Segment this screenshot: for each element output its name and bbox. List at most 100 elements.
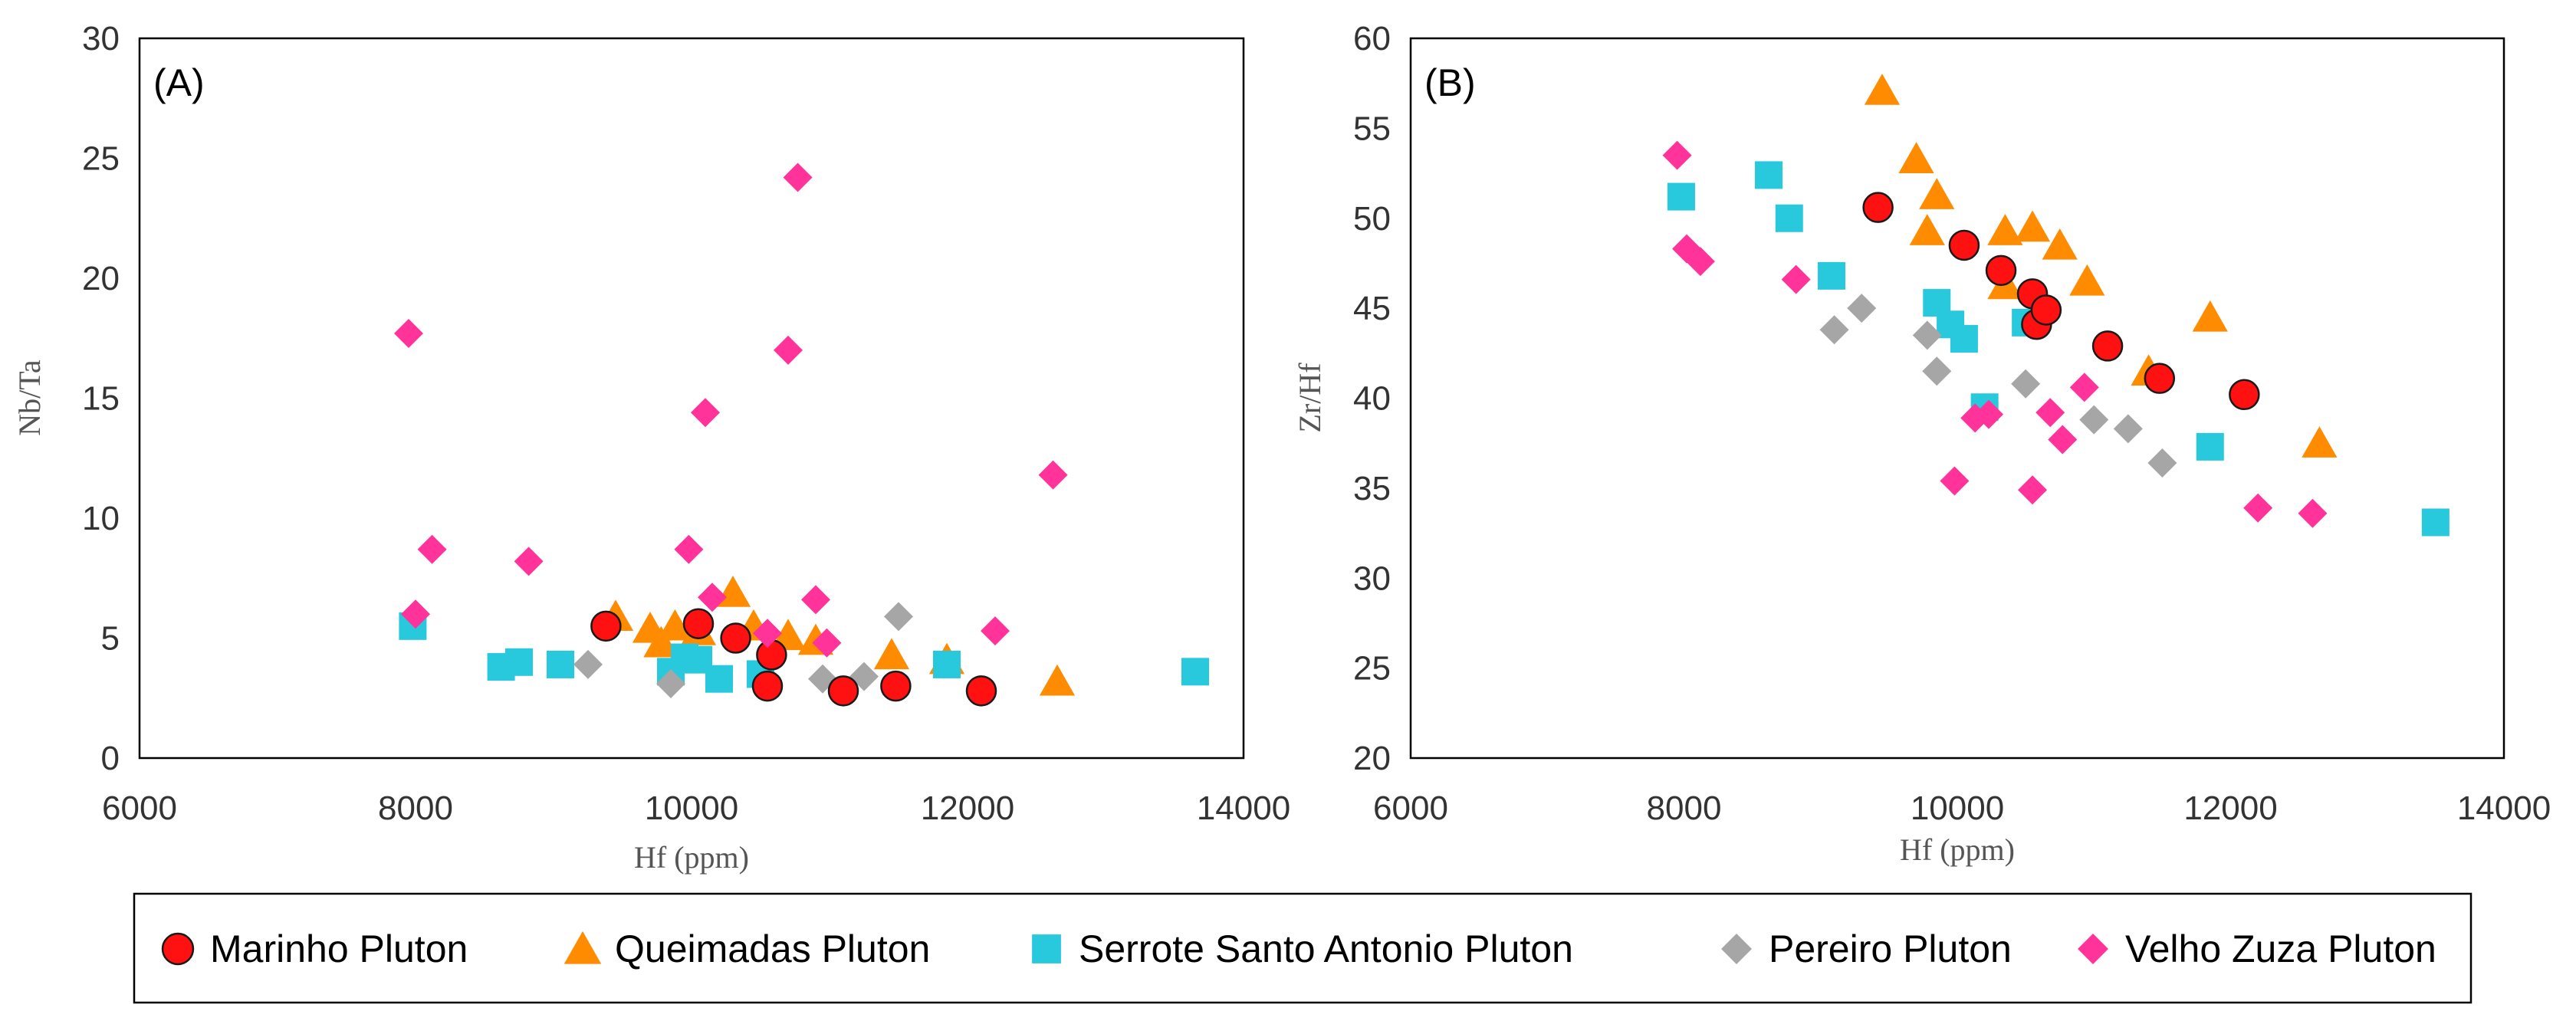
point-serrote-santo-antonio-pluton: [547, 650, 574, 678]
y-tick-label-b: 55: [1353, 110, 1391, 147]
y-tick-label-a: 0: [101, 740, 120, 777]
point-marinho-pluton: [2144, 363, 2176, 394]
point-queimadas-pluton: [1898, 142, 1934, 173]
y-tick-label-b: 30: [1353, 560, 1391, 597]
chart-panel-b: (B) Hf (ppm) Zr/Hf 6000 8000 10000 12000 140…: [1293, 20, 2551, 867]
point-pereiro-pluton: [573, 649, 603, 679]
x-tick-label-a: 10000: [645, 789, 738, 827]
point-pereiro-pluton: [2079, 405, 2109, 435]
point-velho-zuza-pluton: [2243, 493, 2273, 523]
point-pereiro-pluton: [2113, 414, 2143, 444]
point-queimadas-pluton: [2302, 426, 2338, 458]
x-axis-title-b: Hf (ppm): [1900, 832, 2015, 867]
point-serrote-santo-antonio-pluton: [1667, 182, 1695, 211]
point-marinho-pluton: [751, 670, 784, 702]
point-serrote-santo-antonio-pluton: [1181, 658, 1209, 686]
plot-area-frame-b: [1409, 37, 2505, 760]
y-tick-label-b: 45: [1353, 290, 1391, 327]
x-tick-label-b: 6000: [1373, 789, 1448, 827]
legend-label-pereiro-pluton: Pereiro Pluton: [1769, 927, 2012, 970]
x-axis-title-a: Hf (ppm): [634, 840, 749, 875]
point-pereiro-pluton: [1912, 320, 1942, 350]
point-velho-zuza-pluton: [691, 398, 720, 428]
x-tick-label-a: 12000: [921, 789, 1014, 827]
point-pereiro-pluton: [1922, 356, 1952, 386]
legend-item-serrote-santo-antonio-pluton: Serrote Santo Antonio Pluton: [1032, 927, 1573, 970]
y-tick-label-b: 50: [1353, 200, 1391, 238]
legend-marker-velho-zuza-pluton: [2078, 934, 2108, 964]
y-tick-label-a: 20: [82, 260, 120, 297]
point-velho-zuza-pluton: [698, 583, 727, 612]
y-tick-label-a: 15: [82, 380, 120, 418]
y-tick-label-b: 35: [1353, 470, 1391, 507]
panel-label-a: (A): [153, 61, 205, 104]
point-pereiro-pluton: [656, 668, 685, 698]
point-velho-zuza-pluton: [812, 628, 842, 658]
point-serrote-santo-antonio-pluton: [705, 665, 733, 693]
point-queimadas-pluton: [2192, 300, 2228, 332]
x-tick-label-a: 8000: [378, 789, 453, 827]
point-velho-zuza-pluton: [2036, 398, 2065, 428]
y-axis-title-b: Zr/Hf: [1293, 363, 1327, 433]
legend-label-velho-zuza-pluton: Velho Zuza Pluton: [2125, 927, 2436, 970]
point-queimadas-pluton: [1039, 664, 1076, 696]
x-tick-label-b: 10000: [1911, 789, 2004, 827]
point-queimadas-pluton: [2014, 210, 2051, 242]
point-velho-zuza-pluton: [674, 534, 704, 564]
point-queimadas-pluton: [873, 638, 910, 670]
legend-label-serrote-santo-antonio-pluton: Serrote Santo Antonio Pluton: [1079, 927, 1573, 970]
point-pereiro-pluton: [1847, 294, 1877, 323]
legend: Marinho Pluton Queimadas Pluton Serrote Sa…: [133, 892, 2472, 1004]
data-points-a: [394, 162, 1209, 707]
y-tick-label-b: 20: [1353, 740, 1391, 777]
y-axis-title-a: Nb/Ta: [12, 359, 47, 436]
point-marinho-pluton: [682, 608, 715, 639]
plot-area-frame-a: [138, 37, 1245, 760]
point-queimadas-pluton: [643, 625, 679, 658]
point-queimadas-pluton: [2042, 228, 2078, 260]
legend-item-queimadas-pluton: Queimadas Pluton: [564, 927, 930, 970]
x-tick-label-b: 12000: [2183, 789, 2277, 827]
point-velho-zuza-pluton: [2298, 498, 2328, 528]
data-points-b: [1662, 74, 2450, 537]
legend-marker-marinho-pluton: [161, 932, 195, 966]
point-velho-zuza-pluton: [1662, 140, 1692, 170]
point-velho-zuza-pluton: [981, 616, 1010, 646]
y-tick-label-a: 30: [82, 20, 120, 57]
point-velho-zuza-pluton: [783, 162, 813, 192]
point-velho-zuza-pluton: [1685, 247, 1715, 277]
point-velho-zuza-pluton: [1940, 466, 1970, 496]
x-tick-label-a: 14000: [1197, 789, 1290, 827]
point-velho-zuza-pluton: [2048, 425, 2078, 455]
legend-marker-serrote-santo-antonio-pluton: [1032, 934, 1061, 963]
legend-item-pereiro-pluton: Pereiro Pluton: [1721, 927, 2012, 970]
y-tick-label-a: 10: [82, 500, 120, 537]
y-tick-label-b: 40: [1353, 380, 1391, 418]
legend-marker-pereiro-pluton: [1721, 934, 1752, 964]
panel-label-b: (B): [1424, 61, 1476, 104]
point-pereiro-pluton: [884, 602, 913, 632]
point-marinho-pluton: [2229, 379, 2260, 411]
y-tick-label-b: 60: [1353, 20, 1391, 57]
point-pereiro-pluton: [2147, 448, 2177, 478]
legend-items: Marinho Pluton Queimadas Pluton Serrote Sa…: [161, 927, 2436, 970]
y-tick-label-a: 5: [101, 620, 120, 658]
point-marinho-pluton: [1985, 254, 2017, 287]
point-serrote-santo-antonio-pluton: [505, 648, 533, 676]
point-queimadas-pluton: [657, 609, 693, 641]
point-queimadas-pluton: [1909, 214, 1945, 245]
point-velho-zuza-pluton: [1973, 399, 2003, 429]
point-queimadas-pluton: [1864, 74, 1901, 105]
legend-item-velho-zuza-pluton: Velho Zuza Pluton: [2078, 927, 2436, 970]
point-marinho-pluton: [1862, 192, 1894, 223]
y-tick-label-b: 25: [1353, 650, 1391, 688]
legend-item-marinho-pluton: Marinho Pluton: [161, 927, 468, 970]
point-velho-zuza-pluton: [514, 547, 544, 576]
point-velho-zuza-pluton: [401, 599, 430, 629]
point-serrote-santo-antonio-pluton: [2196, 432, 2224, 461]
x-tick-label-b: 8000: [1647, 789, 1722, 827]
y-tick-label-a: 25: [82, 140, 120, 178]
point-marinho-pluton: [2091, 330, 2124, 362]
point-serrote-santo-antonio-pluton: [1775, 204, 1803, 232]
point-pereiro-pluton: [1819, 315, 1849, 345]
